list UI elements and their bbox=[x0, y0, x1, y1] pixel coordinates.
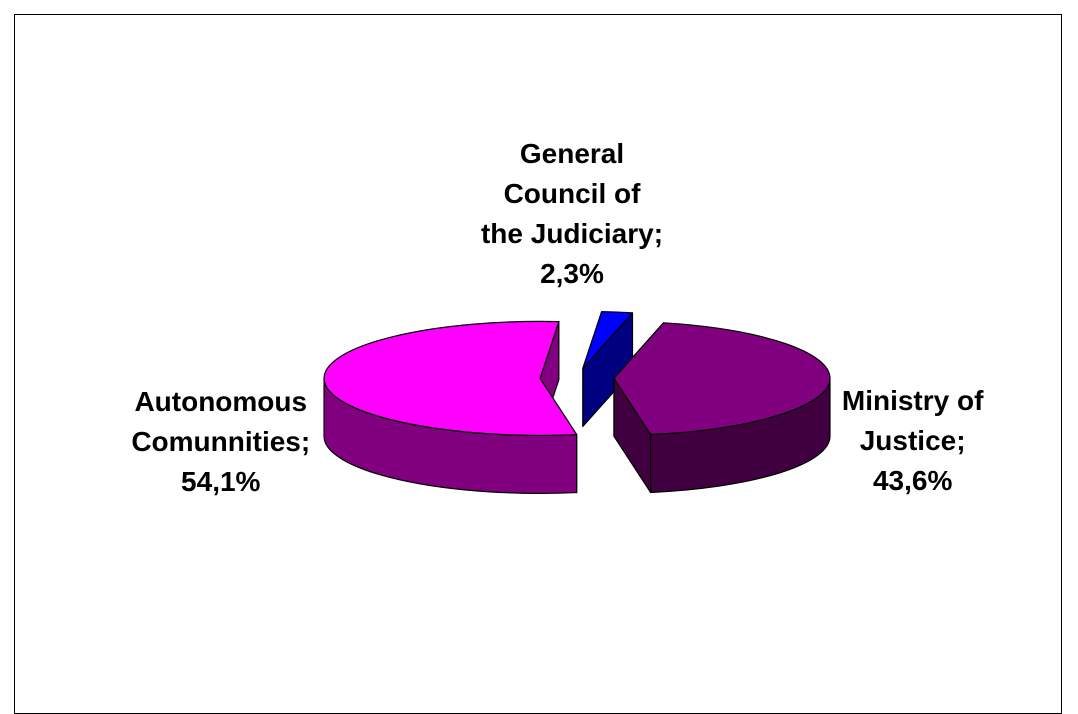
slice-top bbox=[613, 322, 831, 436]
category-label: Autonomous Comunnities bbox=[131, 385, 308, 457]
category-label: General Council of the Judiciary bbox=[480, 138, 654, 250]
value-label: 2,3% bbox=[540, 258, 604, 290]
data-label: Ministry of Justice; 43,6% bbox=[842, 381, 984, 501]
chart bbox=[323, 310, 831, 495]
slice-top bbox=[582, 310, 634, 369]
value-label: 54,1% bbox=[181, 465, 261, 497]
page: General Council of the Judiciary; 2,3% Min… bbox=[14, 14, 1062, 714]
label-separator: ; bbox=[956, 425, 966, 457]
category-label: Ministry of Justice bbox=[841, 385, 984, 457]
label-separator: ; bbox=[300, 425, 311, 457]
data-label: General Council of the Judiciary; 2,3% bbox=[481, 134, 663, 294]
value-label: 43,6% bbox=[872, 465, 953, 497]
label-separator: ; bbox=[653, 218, 664, 250]
slice-top bbox=[323, 320, 578, 437]
data-label: Autonomous Comunnities; 54,1% bbox=[131, 382, 310, 502]
